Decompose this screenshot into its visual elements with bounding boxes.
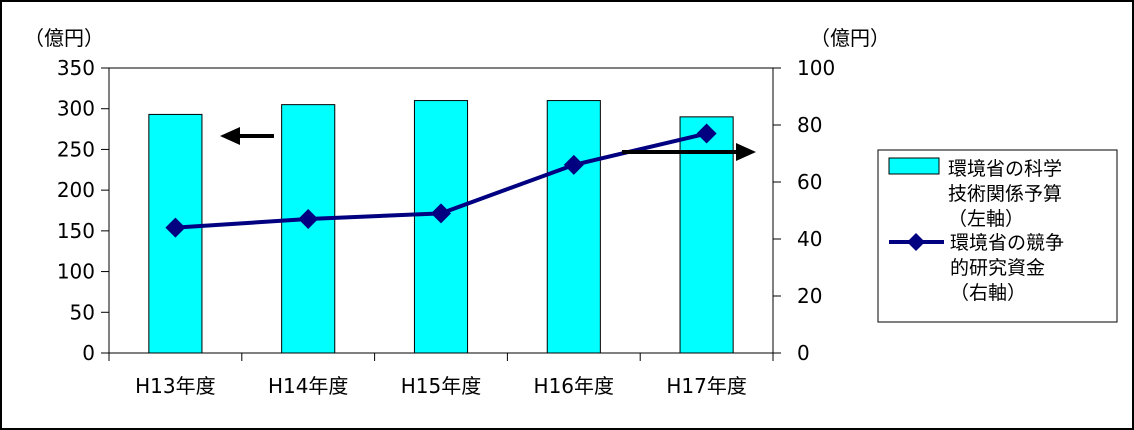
left-axis-ticks: 0 50 100 150 200 250 300 350 xyxy=(57,56,109,365)
x-tick-label: H14年度 xyxy=(268,374,349,398)
right-tick-label: 20 xyxy=(797,284,822,308)
right-axis-unit: （億円） xyxy=(810,26,890,50)
line-point xyxy=(563,154,584,175)
x-tick-label: H16年度 xyxy=(534,374,615,398)
line-point xyxy=(696,123,717,144)
legend-line-label-line3: （右軸） xyxy=(950,282,1026,304)
right-tick-label: 100 xyxy=(797,56,835,80)
legend-bar-label-line1: 環境省の科学 xyxy=(948,158,1062,180)
line-series xyxy=(165,123,717,238)
x-tick-label: H15年度 xyxy=(401,374,482,398)
x-tick-label: H17年度 xyxy=(666,374,747,398)
legend-bar-swatch xyxy=(888,157,940,175)
legend-line-label-line1: 環境省の競争 xyxy=(950,232,1064,254)
right-axis-arrow xyxy=(622,143,756,161)
right-tick-label: 80 xyxy=(797,113,822,137)
left-tick-label: 100 xyxy=(57,260,95,284)
legend: 環境省の科学 技術関係予算 （左軸） 環境省の競争 的研究資金 （右軸） xyxy=(877,149,1118,323)
right-tick-label: 0 xyxy=(797,341,810,365)
left-tick-label: 0 xyxy=(82,341,95,365)
legend-bar-label-line3: （左軸） xyxy=(948,208,1024,230)
right-tick-label: 60 xyxy=(797,170,822,194)
x-tick-label: H13年度 xyxy=(135,374,216,398)
line-point xyxy=(298,209,319,230)
left-tick-label: 250 xyxy=(57,137,95,161)
left-tick-label: 50 xyxy=(70,300,95,324)
right-tick-label: 40 xyxy=(797,227,822,251)
line-point xyxy=(431,203,451,224)
bar xyxy=(413,100,469,354)
left-tick-label: 350 xyxy=(57,56,95,80)
right-axis-ticks: 0 20 40 60 80 100 xyxy=(773,56,835,365)
legend-line-marker xyxy=(907,233,925,251)
line-point xyxy=(165,217,186,238)
bar xyxy=(679,116,734,354)
left-tick-label: 300 xyxy=(57,97,95,121)
left-tick-label: 150 xyxy=(57,219,95,243)
legend-line-label-line2: 的研究資金 xyxy=(950,257,1045,279)
left-axis-unit: （億円） xyxy=(24,26,104,50)
x-axis-labels: H13年度 H14年度 H15年度 H16年度 H17年度 xyxy=(108,353,774,398)
left-tick-label: 200 xyxy=(57,178,95,202)
bar xyxy=(546,100,601,354)
legend-bar-label-line2: 技術関係予算 xyxy=(948,183,1062,205)
left-axis-arrow xyxy=(220,127,274,145)
